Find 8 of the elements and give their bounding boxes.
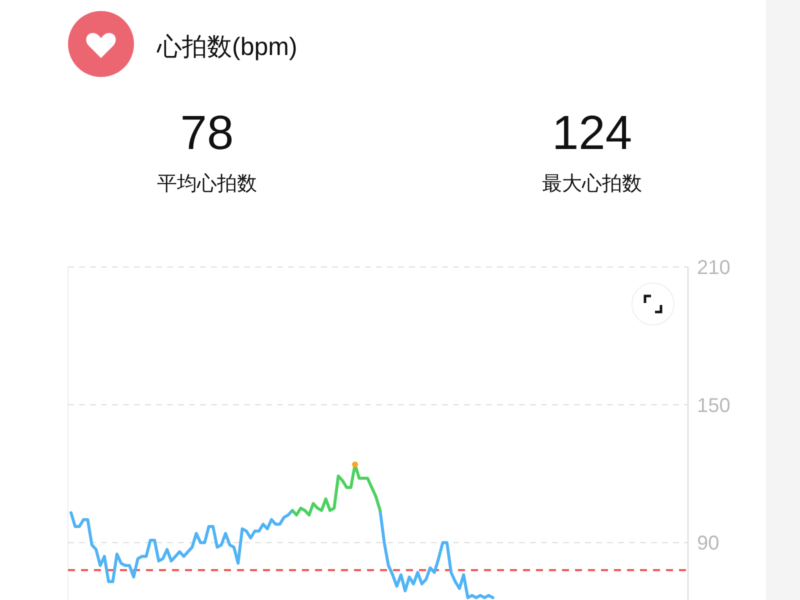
y-tick-label: 210: [697, 257, 730, 279]
text: 最大心拍数: [542, 173, 642, 195]
y-tick-label: 150: [697, 394, 730, 417]
text: 心拍数(bpm): [156, 33, 298, 61]
text: 平均心拍数: [157, 173, 257, 195]
y-tick-label: 90: [697, 532, 720, 555]
text: 78: [180, 107, 234, 160]
text: 124: [552, 107, 632, 160]
